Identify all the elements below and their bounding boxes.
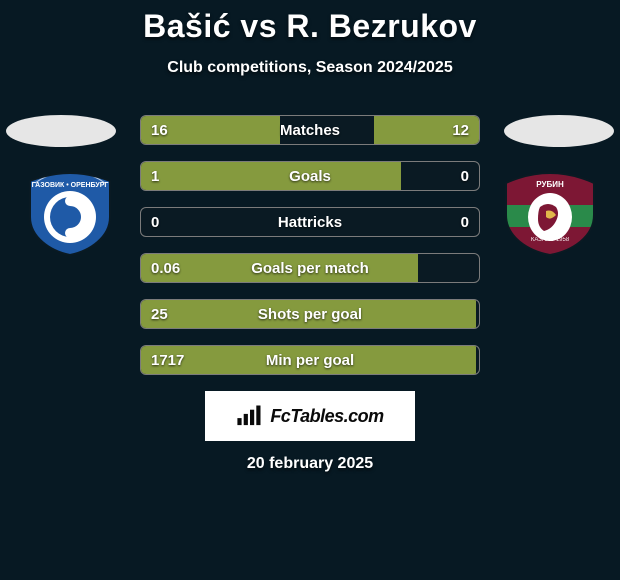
stat-row: 1717Min per goal <box>140 345 480 375</box>
stat-label: Goals <box>141 162 479 190</box>
stat-row: 0.06Goals per match <box>140 253 480 283</box>
stat-label: Matches <box>141 116 479 144</box>
stat-row: 25Shots per goal <box>140 299 480 329</box>
svg-text:ГАЗОВИК • ОРЕНБУРГ: ГАЗОВИК • ОРЕНБУРГ <box>32 182 109 189</box>
stat-label: Goals per match <box>141 254 479 282</box>
comparison-content: ГАЗОВИК • ОРЕНБУРГ РУБИН КАЗАНЬ 1958 161… <box>0 115 620 473</box>
stat-label: Min per goal <box>141 346 479 374</box>
svg-text:РУБИН: РУБИН <box>536 180 564 189</box>
date-label: 20 february 2025 <box>0 455 620 473</box>
chart-bars-icon <box>236 405 264 427</box>
stat-label: Hattricks <box>141 208 479 236</box>
player-photo-left <box>6 115 116 147</box>
club-badge-left: ГАЗОВИК • ОРЕНБУРГ <box>20 171 120 257</box>
stat-row: 1612Matches <box>140 115 480 145</box>
club-badge-right: РУБИН КАЗАНЬ 1958 <box>500 171 600 257</box>
player-photo-right <box>504 115 614 147</box>
stat-label: Shots per goal <box>141 300 479 328</box>
svg-text:КАЗАНЬ 1958: КАЗАНЬ 1958 <box>531 237 570 243</box>
subtitle: Club competitions, Season 2024/2025 <box>0 59 620 77</box>
stat-row: 00Hattricks <box>140 207 480 237</box>
page-title: Bašić vs R. Bezrukov <box>0 0 620 45</box>
stat-row: 10Goals <box>140 161 480 191</box>
stat-rows: 1612Matches 10Goals 00Hattricks 0.06Goals p… <box>140 115 480 375</box>
watermark: FcTables.com <box>205 391 415 441</box>
watermark-text: FcTables.com <box>270 406 383 427</box>
